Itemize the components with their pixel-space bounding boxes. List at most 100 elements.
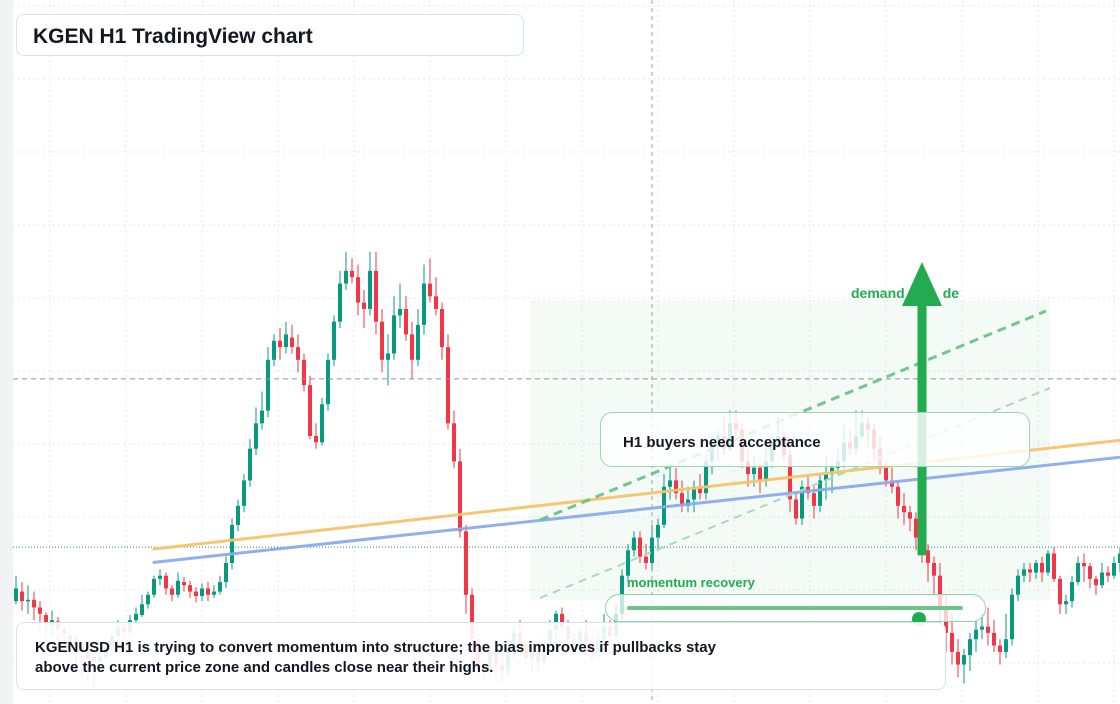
candle-body — [332, 321, 336, 360]
candle-body — [674, 480, 678, 494]
title-card: KGEN H1 TradingView chart — [16, 14, 524, 56]
candle-body — [962, 655, 966, 665]
candle-body — [224, 563, 228, 583]
candle-body — [176, 580, 180, 595]
candle-body — [314, 436, 318, 443]
candle-body — [218, 582, 222, 592]
candle-body — [32, 599, 36, 608]
candle-body — [404, 309, 408, 335]
candle-body — [1070, 582, 1074, 602]
candle-body — [470, 594, 474, 640]
candle-body — [998, 645, 1002, 652]
candle-body — [764, 461, 768, 481]
candle-body — [1076, 563, 1080, 583]
candle-body — [398, 309, 402, 316]
candle-body — [992, 632, 996, 646]
candle-body — [146, 594, 150, 605]
candle-body — [242, 480, 246, 506]
candle-body — [644, 556, 648, 563]
candle-body — [188, 585, 192, 592]
candle-body — [650, 537, 654, 563]
candle-body — [344, 270, 348, 284]
candle-body — [560, 613, 564, 627]
candle-body — [986, 626, 990, 633]
candle-body — [668, 480, 672, 487]
candle-body — [884, 467, 888, 481]
candle-body — [1064, 601, 1068, 605]
trend-line — [152, 455, 1120, 564]
candle-body — [272, 340, 276, 360]
candle-body — [320, 404, 324, 443]
resistance-line — [152, 438, 1120, 551]
candle-body — [554, 613, 558, 630]
candle-body — [830, 467, 834, 475]
candle-body — [230, 524, 234, 563]
candle-body — [1082, 563, 1086, 567]
candle-body — [254, 423, 258, 449]
candle-body — [326, 359, 330, 405]
candle-body — [956, 651, 960, 665]
candle-body — [1028, 569, 1032, 573]
candle-body — [746, 461, 750, 475]
candle-body — [902, 505, 906, 513]
candle-body — [1106, 572, 1110, 576]
candle-body — [38, 607, 42, 614]
momentum-gauge — [605, 594, 986, 626]
candle-body — [908, 512, 912, 519]
candle-body — [812, 493, 816, 506]
candle-body — [1100, 572, 1104, 586]
candle-body — [692, 486, 696, 500]
candle-body — [434, 296, 438, 309]
candle-body — [1094, 578, 1098, 586]
candle-body — [164, 575, 168, 589]
candle-body — [194, 591, 198, 597]
candle-body — [296, 347, 300, 360]
candle-body — [170, 588, 174, 595]
candle-body — [410, 334, 414, 360]
candle-body — [758, 467, 762, 481]
demand-zone-label: demand de — [851, 285, 960, 301]
candle-body — [680, 493, 684, 506]
candle-body — [914, 518, 918, 538]
candle-body — [896, 486, 900, 506]
candle-body — [1118, 553, 1120, 563]
candle-body — [44, 615, 48, 624]
candle-body — [752, 467, 756, 475]
candle-body — [1058, 578, 1062, 605]
candle-body — [1046, 553, 1050, 573]
left-toolbar-rail — [0, 0, 13, 704]
candle-body — [458, 461, 462, 532]
momentum-track — [627, 606, 963, 626]
momentum-label: momentum recovery — [627, 575, 755, 590]
candle-body — [14, 588, 18, 602]
candle-body — [800, 486, 804, 519]
candle-body — [140, 604, 144, 616]
analysis-note-card: KGENUSD H1 is trying to convert momentum… — [16, 622, 946, 690]
candle-body — [1112, 563, 1116, 576]
candle-body — [938, 575, 942, 608]
candle-body — [422, 283, 426, 325]
projection-line-lower — [539, 387, 1051, 599]
candle-body — [290, 337, 294, 348]
candle-body — [440, 309, 444, 348]
candle-body — [416, 324, 420, 360]
candle-body — [158, 575, 162, 579]
candle-body — [464, 531, 468, 595]
candle-body — [686, 499, 690, 506]
candle-body — [704, 461, 708, 494]
candle-body — [980, 626, 984, 630]
candle-body — [206, 588, 210, 595]
candle-body — [278, 340, 282, 348]
candle-body — [152, 578, 156, 595]
candle-body — [308, 385, 312, 436]
candle-body — [260, 410, 264, 424]
candle-body — [968, 639, 972, 656]
candle-body — [1034, 563, 1038, 573]
candle-body — [134, 613, 138, 621]
candle-body — [1040, 563, 1044, 573]
acceptance-callout: H1 buyers need acceptance — [600, 412, 1030, 467]
candle-body — [932, 563, 936, 576]
candle-body — [656, 524, 660, 538]
candle-body — [452, 423, 456, 462]
candle-body — [818, 480, 822, 506]
